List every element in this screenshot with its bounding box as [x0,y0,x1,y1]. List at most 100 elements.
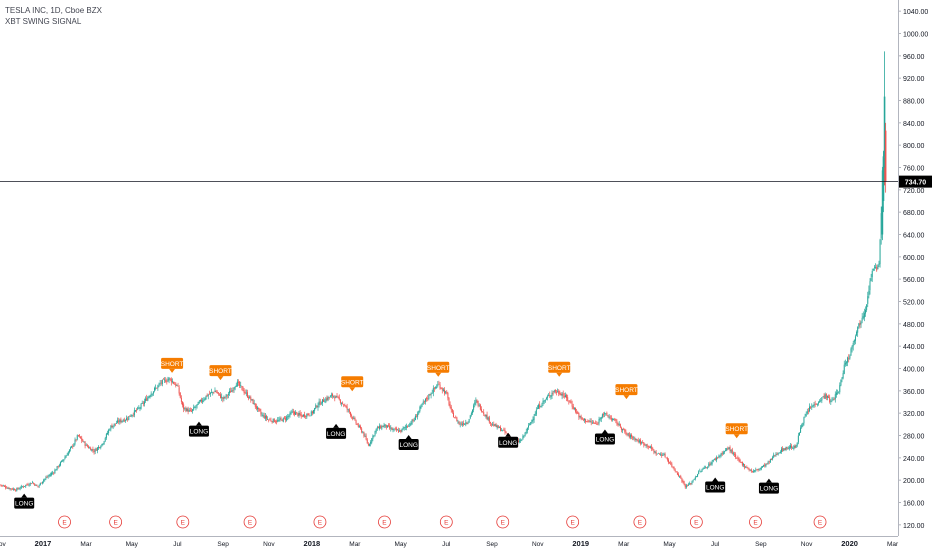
candle [859,322,861,325]
long-signal[interactable]: LONG [758,478,779,494]
short-signal[interactable]: SHORT [161,357,184,373]
candle [244,392,246,394]
candle [703,467,705,469]
x-tick-label: Nov [263,541,275,548]
candle [474,402,476,405]
long-signal[interactable]: LONG [188,421,209,437]
short-label-box [161,357,184,369]
candle [839,385,841,393]
candle [835,392,837,395]
candle [427,398,429,400]
short-signal[interactable]: SHORT [427,361,450,377]
candle [98,446,100,449]
candle [143,401,145,405]
symbol-title[interactable]: TESLA INC, 1D, Cboe BZX [5,6,102,15]
candle [495,424,497,427]
candle [164,379,166,381]
candle [655,451,657,455]
long-signal[interactable]: LONG [705,477,726,493]
candle [127,418,129,420]
candle [773,454,775,458]
candle [604,412,606,415]
candle [334,396,336,399]
candle [150,393,152,397]
earnings-marker[interactable]: E [689,515,703,529]
long-label-text: LONG [399,442,417,449]
candle [807,410,809,412]
candle [289,412,291,416]
candle [638,440,640,443]
short-signal[interactable]: SHORT [209,365,232,381]
candle [92,448,94,451]
earnings-marker[interactable]: E [378,515,391,529]
long-signal[interactable]: LONG [326,423,347,439]
candle [794,445,796,448]
candle [813,404,815,406]
candle [868,290,870,296]
candle [862,316,864,319]
candle [1,485,3,487]
short-signal[interactable]: SHORT [341,376,364,392]
candle [220,394,222,399]
candle [736,457,738,459]
candle [706,467,708,469]
earnings-marker[interactable]: E [58,515,71,529]
short-signal[interactable]: SHORT [725,423,748,439]
candle [311,411,313,414]
candle [694,477,696,480]
candle [873,266,875,268]
earnings-marker[interactable]: E [496,515,510,529]
earnings-circle [109,515,123,529]
candle [362,432,364,434]
short-signal[interactable]: SHORT [615,384,638,400]
long-signal[interactable]: LONG [14,493,35,509]
earnings-marker[interactable]: E [566,515,580,529]
candle [167,379,169,382]
candle [154,388,156,391]
candle [488,417,490,423]
earnings-marker[interactable]: E [749,515,762,529]
candle [346,406,348,410]
long-signal[interactable]: LONG [398,435,419,451]
short-signal[interactable]: SHORT [548,361,571,377]
candle [157,385,159,389]
candle [376,427,378,429]
candle [459,423,461,425]
candle [832,398,834,400]
candle [155,387,157,389]
candle [805,413,807,417]
earnings-marker[interactable]: E [109,515,123,529]
candle [533,416,535,420]
candle [654,451,656,453]
candle [644,444,646,446]
candle [27,484,29,486]
candle [597,423,599,425]
earnings-marker[interactable]: E [439,515,453,529]
y-tick-label: 760.00 [903,166,925,173]
long-signal[interactable]: LONG [594,429,615,445]
earnings-marker[interactable]: E [243,515,257,529]
long-signal[interactable]: LONG [498,432,519,448]
candle [534,413,536,416]
earnings-marker[interactable]: E [176,515,190,529]
candle [159,383,161,385]
candle [781,448,783,453]
indicator-title[interactable]: XBT SWING SIGNAL [5,17,82,26]
candle [779,452,781,453]
earnings-marker[interactable]: E [633,515,647,529]
candle [464,423,466,425]
earnings-marker[interactable]: E [813,515,827,529]
candle [445,391,447,393]
earnings-marker[interactable]: E [313,515,327,529]
candle [166,381,168,383]
candle [371,438,373,443]
candle [196,404,198,406]
candle [119,419,121,423]
candle [688,484,690,486]
candle [19,488,21,490]
candle [280,418,282,420]
candle [804,416,806,418]
candle [418,410,420,414]
